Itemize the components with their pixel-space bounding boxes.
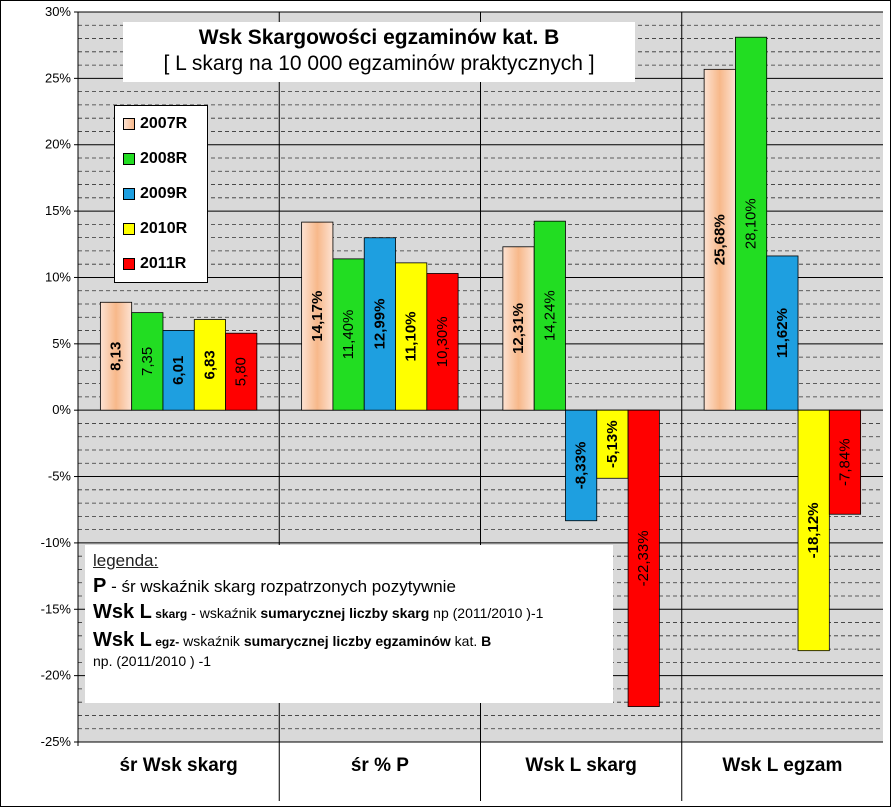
y-tick-label: -20% <box>41 668 72 683</box>
bar-2011R-2 <box>627 409 660 707</box>
bar-2011R-3 <box>828 409 862 515</box>
data-label: 14,24% <box>541 290 558 341</box>
bar-2007R-0 <box>99 301 133 411</box>
bar-2010R-3 <box>797 409 830 652</box>
explanation-text-egz-2: kat. <box>450 633 482 649</box>
legend-item-2011R: 2011R <box>123 254 186 274</box>
explanation-bold-egz: sumarycznej liczby egzaminów <box>243 633 451 649</box>
data-label: 7,35 <box>139 347 156 376</box>
data-label: 14,17% <box>309 291 326 342</box>
y-tick-label: 15% <box>45 203 71 218</box>
legend-item-2008R: 2008R <box>123 149 187 169</box>
explanation-key-p: P <box>93 575 107 597</box>
y-tick-label: -5% <box>48 469 72 484</box>
explanation-text-skarg-1: - wskaźnik <box>187 605 261 621</box>
explanation-sub-egz: egz- <box>151 635 180 649</box>
data-label: 10,30% <box>434 316 451 367</box>
data-label: -8,33% <box>573 442 590 490</box>
data-label: 8,13 <box>108 342 125 371</box>
chart-title-box: Wsk Skargowości egzaminów kat. B [ L ska… <box>123 22 635 82</box>
x-category-label: Wsk L egzam <box>722 755 842 776</box>
legend-item-2010R: 2010R <box>123 219 187 239</box>
y-tick-label: -10% <box>41 535 72 550</box>
data-label: 12,99% <box>371 299 388 350</box>
x-category-label: śr Wsk skarg <box>119 755 237 776</box>
y-tick-label: 20% <box>45 137 71 152</box>
legend-label: 2011R <box>140 255 187 272</box>
data-label: 28,10% <box>743 198 760 249</box>
explanation-line-np: np. (2011/2010 ) -1 <box>93 653 212 669</box>
explanation-key-wsk-l-skarg: Wsk L <box>93 601 152 623</box>
legend-swatch <box>123 223 135 235</box>
explanation-line-wsk-skarg: Wsk L skarg - wskaźnik sumarycznej liczb… <box>93 601 543 624</box>
explanation-text-skarg-2: np (2011/2010 )-1 <box>429 605 544 621</box>
legend: 2007R 2008R 2009R 2010R 2011R <box>114 105 208 283</box>
y-tick-label: 30% <box>45 4 71 19</box>
y-tick-label: -15% <box>41 601 72 616</box>
data-label: 11,62% <box>774 308 791 358</box>
y-tick-label: 0% <box>52 402 71 417</box>
bar-2011R-1 <box>426 273 459 411</box>
explanation-bold-kat: B <box>481 633 492 649</box>
bar-2010R-0 <box>193 319 226 411</box>
bar-2009R-2 <box>565 409 598 522</box>
data-label: -5,13% <box>604 420 621 468</box>
explanation-text-egz-1: wskaźnik <box>179 633 244 649</box>
bar-2008R-0 <box>131 312 164 411</box>
explanation-text-p: - śr wskaźnik skarg rozpatrzonych pozyty… <box>106 577 456 596</box>
y-tick-label: -25% <box>41 734 72 749</box>
legend-label: 2009R <box>140 185 188 202</box>
bar-2010R-1 <box>395 262 428 411</box>
data-label: 5,80 <box>233 357 250 386</box>
chart-subtitle: [ L skarg na 10 000 egzaminów praktyczny… <box>163 52 595 75</box>
explanation-line-wsk-egz: Wsk L egz- wskaźnik sumarycznej liczby e… <box>93 629 491 652</box>
bar-2008R-1 <box>332 258 365 411</box>
bar-2009R-3 <box>766 255 799 411</box>
x-category-label: Wsk L skarg <box>525 755 637 776</box>
legend-swatch <box>123 118 135 130</box>
data-label: -7,84% <box>836 438 853 486</box>
data-label: 6,83 <box>201 350 218 379</box>
y-tick-label: 25% <box>45 70 71 85</box>
explanation-heading: legenda: <box>93 551 159 570</box>
bar-2009R-0 <box>162 330 195 411</box>
data-label: 12,31% <box>510 303 527 354</box>
bar-2011R-0 <box>225 332 258 411</box>
bar-2007R-1 <box>301 221 334 411</box>
bar-2007R-3 <box>703 68 736 411</box>
explanation-line-p: P - śr wskaźnik skarg rozpatrzonych pozy… <box>93 575 456 598</box>
legend-label: 2010R <box>140 220 188 237</box>
data-label: 11,10% <box>403 311 420 361</box>
x-category-label: śr % P <box>351 755 409 776</box>
bar-2009R-1 <box>363 237 396 411</box>
data-label: -22,33% <box>635 530 652 586</box>
data-label: 6,01 <box>170 356 187 385</box>
explanation-bold-skarg: sumarycznej liczby skarg <box>260 605 430 621</box>
legend-label: 2008R <box>140 150 188 167</box>
explanation-key-wsk-l-egz: Wsk L <box>93 629 152 651</box>
legend-label: 2007R <box>140 115 188 132</box>
y-tick-label: 5% <box>52 336 71 351</box>
bar-2008R-2 <box>533 220 566 411</box>
data-label: 25,68% <box>711 214 728 265</box>
y-tick-label: 10% <box>45 269 71 284</box>
chart-title: Wsk Skargowości egzaminów kat. B <box>198 26 560 49</box>
legend-item-2009R: 2009R <box>123 184 187 204</box>
legend-swatch <box>123 188 135 200</box>
data-label: 11,40% <box>340 310 357 360</box>
data-label: -18,12% <box>805 502 822 558</box>
explanation-box: legenda: P - śr wskaźnik skarg rozpatrzo… <box>85 545 613 703</box>
bar-2008R-3 <box>735 36 768 411</box>
legend-swatch <box>123 153 135 165</box>
explanation-sub-skarg: skarg <box>151 607 188 621</box>
legend-swatch <box>123 258 135 270</box>
legend-item-2007R: 2007R <box>123 114 187 134</box>
